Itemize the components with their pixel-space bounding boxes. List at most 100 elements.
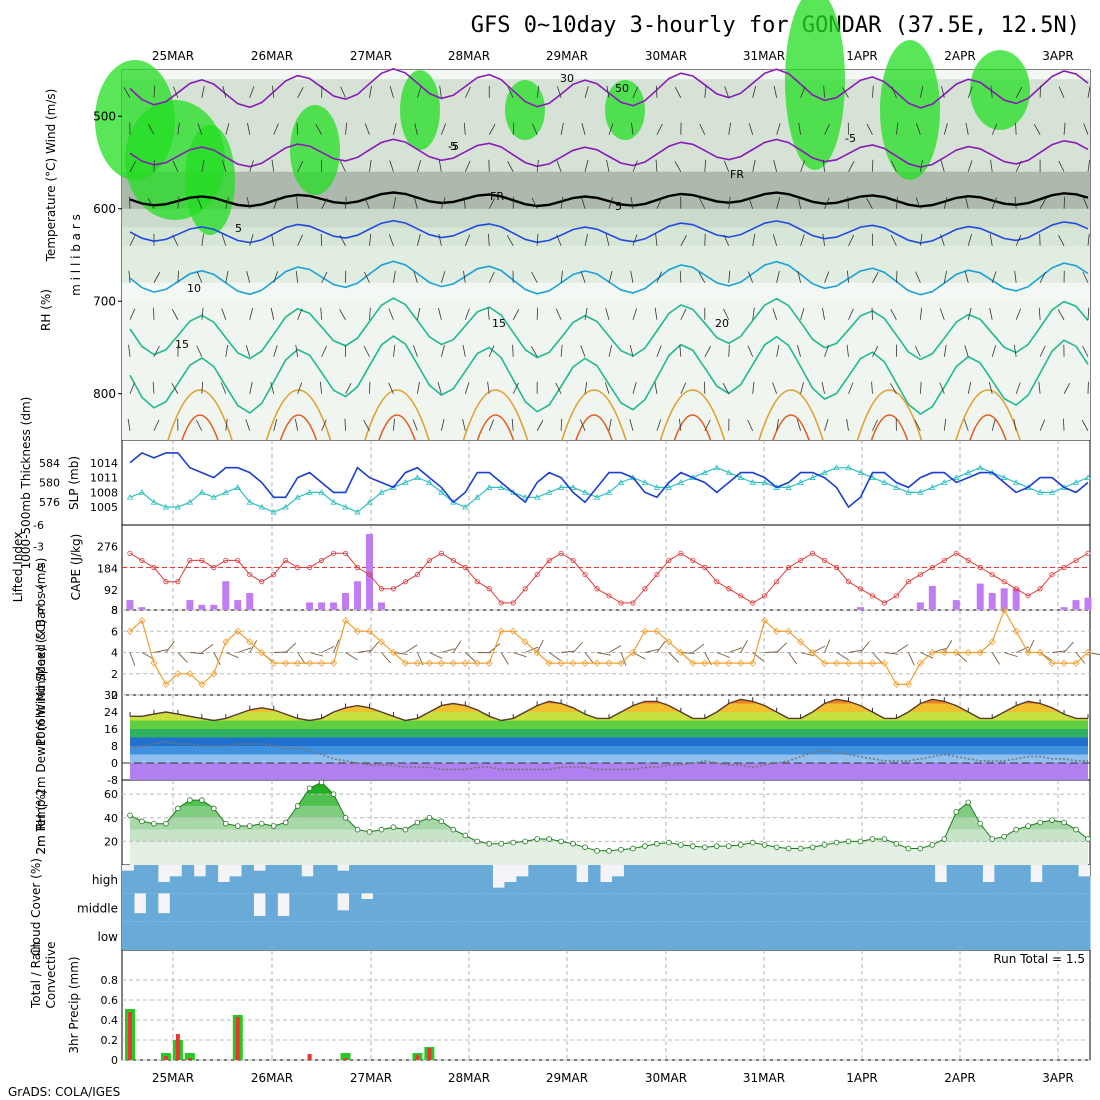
wind-barb	[656, 419, 662, 431]
wind-barb	[584, 381, 588, 394]
wind-barb	[1063, 122, 1066, 135]
wind-barb	[389, 160, 394, 172]
wind-barb	[339, 309, 346, 320]
wind-barb	[220, 382, 227, 394]
wind-barb	[680, 382, 687, 394]
wind-barb	[321, 198, 328, 209]
wind-barb-10m	[357, 649, 372, 653]
wind-barb	[249, 381, 253, 394]
wind-barb	[153, 85, 156, 98]
wind-barb	[128, 344, 131, 357]
wind-tick-label: 0	[111, 689, 118, 702]
temp-contour-30	[378, 414, 416, 441]
wind-barb	[315, 124, 322, 135]
wind-barb	[152, 381, 155, 394]
cloud-cell-low	[982, 921, 995, 950]
wind-barb-10m	[1063, 641, 1074, 653]
wind-barb	[797, 270, 801, 283]
thickness-point	[809, 474, 816, 480]
rh-moist-patch	[880, 40, 940, 180]
thickness-point	[354, 508, 361, 515]
thickness-point	[486, 484, 493, 490]
wind-barb	[1039, 271, 1046, 283]
wind-barb	[824, 271, 830, 283]
rh-point	[1013, 826, 1019, 833]
rh-point	[474, 838, 481, 845]
rh-point	[342, 814, 349, 821]
rh-color-band	[130, 782, 1088, 795]
wind-barb	[321, 345, 328, 357]
pressure-tick-label: 500	[93, 109, 116, 123]
rh-color-band	[130, 794, 1088, 806]
li-point	[845, 579, 852, 585]
cloud-cell-high	[815, 865, 828, 894]
wind-axis-label: 10m Wind Speed & Barbs (m/s)	[34, 558, 48, 747]
li-point	[247, 571, 253, 578]
cloud-cell-low	[492, 921, 505, 950]
thickness-tick-label: 580	[39, 477, 60, 490]
wind-barb	[1087, 233, 1090, 246]
cloud-cell-high	[647, 865, 661, 894]
wind-barb-10m	[249, 640, 258, 653]
cloud-cell-middle	[384, 893, 398, 922]
rh-point	[666, 839, 672, 846]
wind-barb	[965, 122, 969, 135]
wind-barb	[656, 345, 662, 357]
axis-labels: 25MAR 25MAR 26MAR 26MAR 27MAR 27MAR 28MAR 28MAR…	[11, 49, 1074, 1085]
cape-bar	[988, 593, 996, 610]
rh-tick-label: 20	[104, 835, 118, 848]
wind-barb	[943, 418, 947, 431]
rh-point	[809, 844, 816, 851]
wind-speed-point	[294, 659, 302, 667]
wind-barb	[273, 345, 278, 357]
rh-point	[522, 838, 528, 845]
cloud-cell-high	[157, 882, 171, 894]
wind-barb	[340, 86, 346, 98]
wind-barb	[990, 159, 993, 172]
wind-barb-10m	[441, 648, 455, 653]
wind-barb	[296, 196, 299, 209]
thickness-point	[617, 479, 625, 485]
cloud-cell-high	[325, 865, 338, 894]
wind-tick-label: 2	[111, 668, 118, 681]
thickness-point	[258, 503, 265, 510]
wind-speed-point	[713, 659, 721, 667]
wind-barb	[967, 160, 973, 172]
temp-tick-label: 16	[104, 723, 118, 736]
cloud-cell-high	[133, 865, 147, 894]
temp-line	[130, 698, 1088, 722]
wind-barb	[246, 196, 251, 209]
wind-barb	[846, 418, 849, 431]
cloud-cell-high	[671, 865, 685, 894]
pressure-tick-label: 600	[93, 202, 116, 216]
wind-barb	[555, 308, 562, 320]
wind-barb	[776, 270, 780, 283]
wind-barb	[129, 308, 136, 320]
wind-speed-point	[533, 648, 541, 657]
cloud-cell-low	[564, 921, 577, 950]
wind-barb	[249, 86, 255, 98]
cloud-cell-high	[635, 865, 649, 894]
cloud-cell-low	[504, 921, 517, 950]
rh-point	[941, 836, 948, 842]
wind-barb	[413, 271, 418, 283]
wind-barb	[412, 419, 418, 431]
wind-tick-label: 6	[111, 625, 118, 638]
li-point	[678, 550, 684, 556]
rh-point	[594, 848, 600, 854]
cloud-cell-low	[1030, 921, 1043, 950]
cloud-cell-high	[1054, 865, 1067, 894]
cloud-cell-high	[277, 865, 290, 894]
cloud-cell-middle	[372, 893, 386, 922]
wind-barb	[153, 419, 160, 431]
temp-color-band	[130, 712, 1088, 721]
thickness-point	[330, 498, 337, 505]
cloud-cell-low	[313, 921, 326, 950]
li-point	[1013, 586, 1019, 592]
wind-barb-10m	[213, 652, 221, 666]
contour-label: 5	[450, 140, 457, 153]
date-label-bottom: 30MAR	[645, 1071, 687, 1085]
wind-barb-10m	[620, 652, 627, 666]
wind-barb	[890, 234, 897, 246]
thickness-point	[737, 474, 744, 480]
